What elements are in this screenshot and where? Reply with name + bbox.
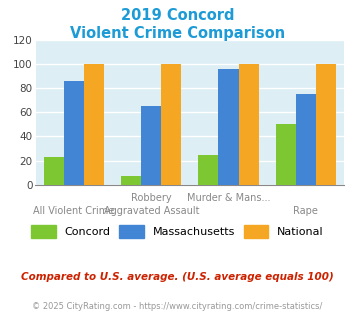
Bar [239,64,259,185]
Bar [316,64,336,185]
Bar [198,154,218,185]
Text: Compared to U.S. average. (U.S. average equals 100): Compared to U.S. average. (U.S. average … [21,272,334,282]
Text: All Violent Crime: All Violent Crime [33,206,115,216]
Legend: Concord, Massachusetts, National: Concord, Massachusetts, National [29,223,326,240]
Bar [218,69,239,185]
Text: Robbery: Robbery [131,193,171,203]
Text: Violent Crime Comparison: Violent Crime Comparison [70,26,285,41]
Text: Aggravated Assault: Aggravated Assault [104,206,199,216]
Bar [44,157,64,185]
Bar [141,106,162,185]
Bar [84,64,104,185]
Text: 2019 Concord: 2019 Concord [121,8,234,23]
Text: Rape: Rape [293,206,318,216]
Text: Murder & Mans...: Murder & Mans... [187,193,270,203]
Text: © 2025 CityRating.com - https://www.cityrating.com/crime-statistics/: © 2025 CityRating.com - https://www.city… [32,302,323,311]
Bar [275,124,296,185]
Bar [162,64,181,185]
Bar [64,81,84,185]
Bar [296,94,316,185]
Bar [121,176,141,185]
